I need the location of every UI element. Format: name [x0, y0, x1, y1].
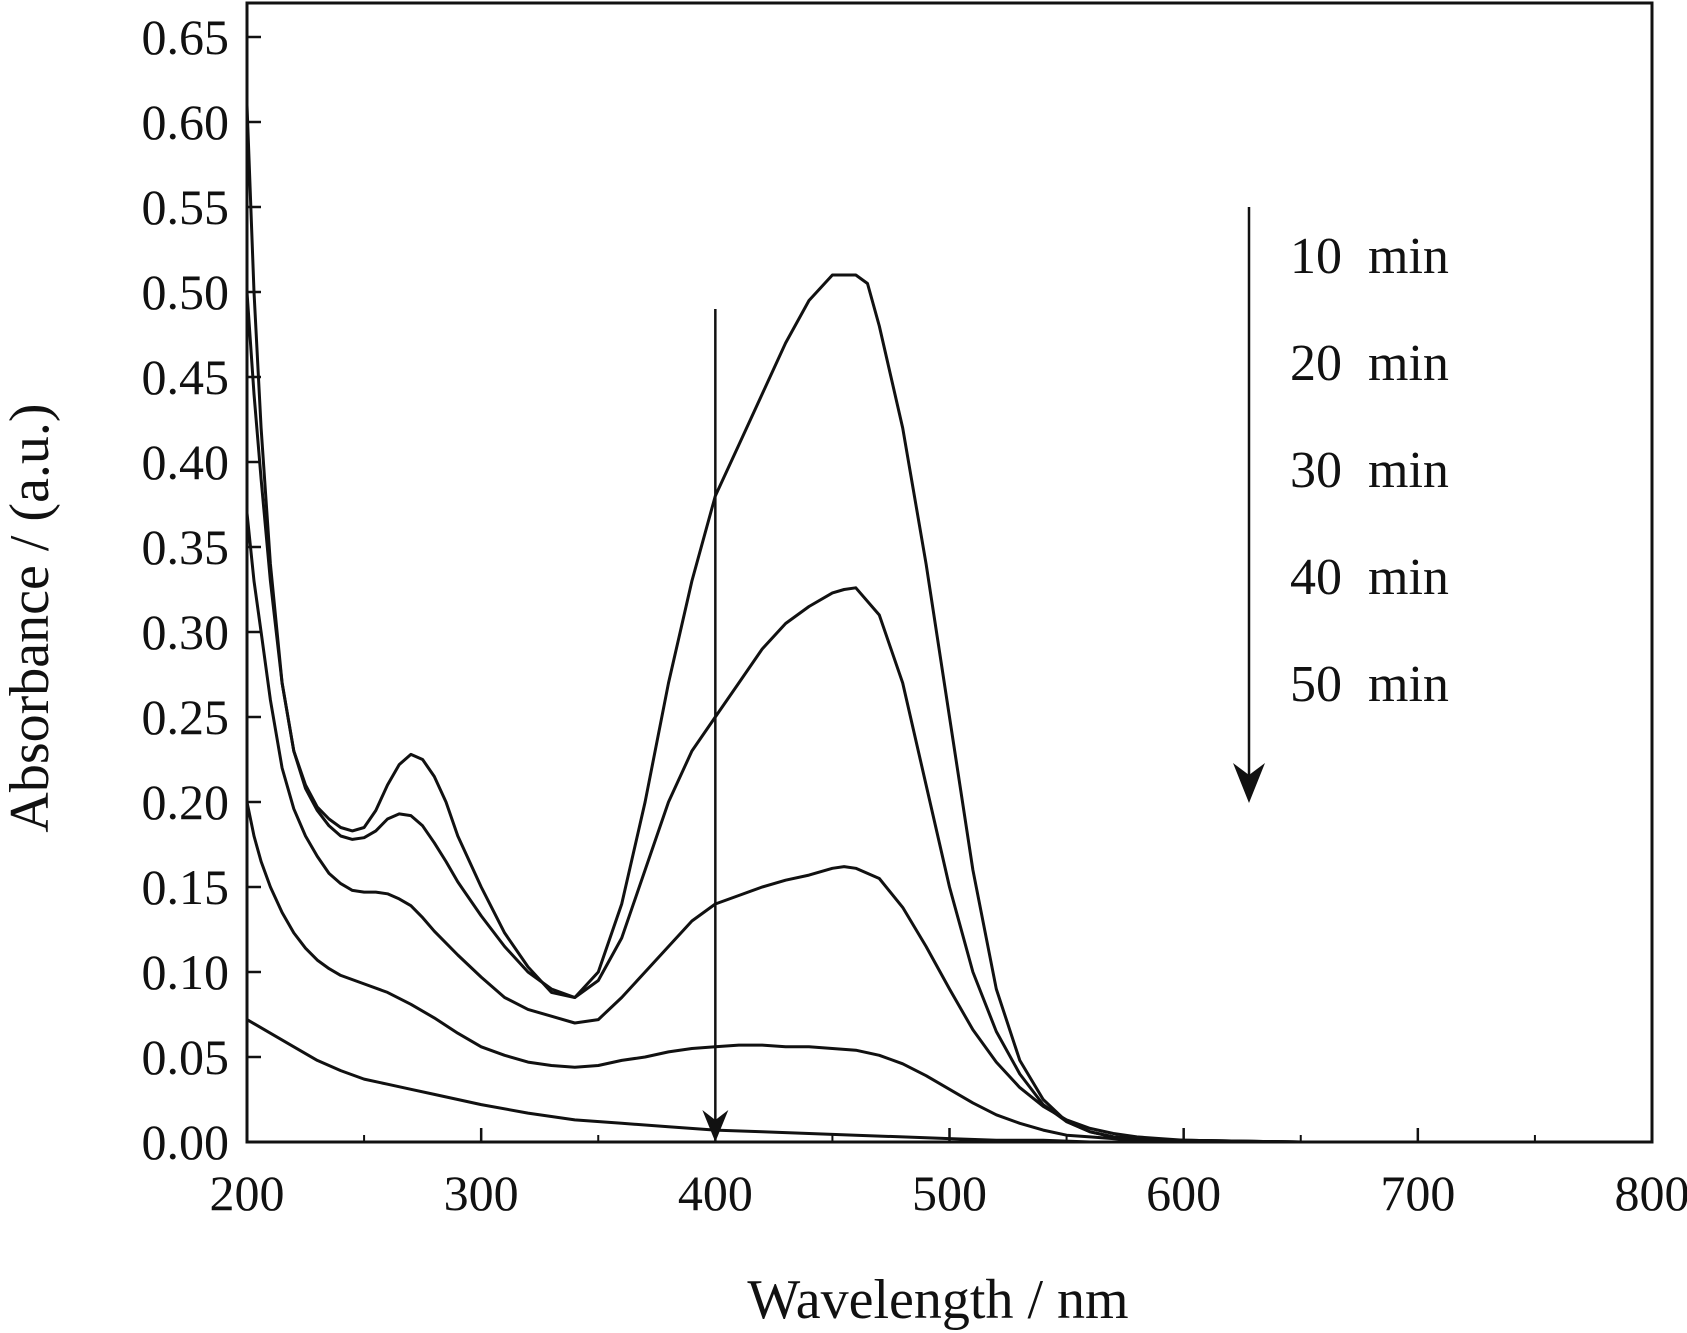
x-tick-label: 600: [1146, 1165, 1221, 1221]
x-axis-title: Wavelength / nm: [747, 1269, 1128, 1331]
annotation-arrow-head: [702, 1110, 729, 1142]
y-tick-label: 0.05: [142, 1029, 230, 1085]
y-tick-label: 0.50: [142, 264, 230, 320]
y-tick-label: 0.60: [142, 94, 230, 150]
y-tick-label: 0.55: [142, 179, 230, 235]
series-line-4: [245, 801, 1652, 1144]
y-axis-title: Absorbance / (a.u.): [0, 403, 61, 832]
legend-entry: 50 min: [1290, 656, 1449, 713]
y-tick-label: 0.40: [142, 434, 230, 490]
y-tick-label: 0.30: [142, 604, 230, 660]
y-tick-label: 0.65: [142, 9, 230, 65]
series-line-3: [245, 512, 1652, 1144]
y-tick-label: 0.00: [142, 1114, 230, 1170]
x-tick-label: 700: [1380, 1165, 1455, 1221]
x-tick-label: 300: [444, 1165, 519, 1221]
x-tick-label: 500: [912, 1165, 987, 1221]
x-tick-label: 200: [210, 1165, 285, 1221]
x-axis: 200 300 400 500 600 700 800: [210, 1128, 1687, 1221]
legend-arrow-head: [1233, 763, 1265, 803]
y-tick-label: 0.20: [142, 774, 230, 830]
y-tick-label: 0.25: [142, 689, 230, 745]
annotation-layer: [702, 309, 729, 1142]
series-layer: [245, 104, 1652, 1144]
x-tick-label: 800: [1615, 1165, 1687, 1221]
y-tick-label: 0.15: [142, 859, 230, 915]
y-tick-label: 0.45: [142, 349, 230, 405]
legend-entry: 40 min: [1290, 549, 1449, 606]
legend: 10 min 20 min 30 min 40 min 50 min: [1233, 207, 1449, 803]
legend-entry: 20 min: [1290, 335, 1449, 392]
y-axis: 0.00 0.05 0.10 0.15 0.20 0.25 0.30 0.35 0.40 0.45…: [142, 9, 261, 1170]
series-line-5: [246, 1018, 1652, 1144]
y-tick-label: 0.10: [142, 944, 230, 1000]
x-tick-label: 400: [678, 1165, 753, 1221]
legend-entry: 30 min: [1290, 442, 1449, 499]
y-tick-label: 0.35: [142, 519, 230, 575]
legend-entry: 10 min: [1290, 228, 1449, 285]
